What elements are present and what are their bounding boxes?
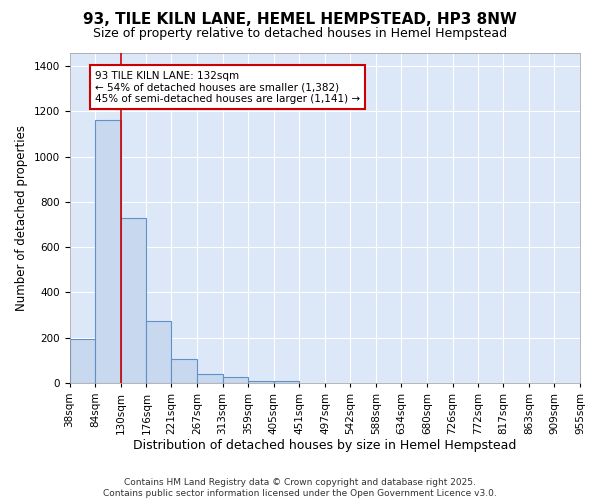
Bar (274, 380, 299, 383)
Bar (121, 218, 146, 383)
Bar (172, 359, 197, 383)
Bar (95, 120, 121, 383)
X-axis label: Distribution of detached houses by size in Hemel Hempstead: Distribution of detached houses by size … (133, 440, 517, 452)
Bar (248, 380, 274, 383)
Bar (223, 377, 248, 383)
Text: 93 TILE KILN LANE: 132sqm
← 54% of detached houses are smaller (1,382)
45% of se: 93 TILE KILN LANE: 132sqm ← 54% of detac… (95, 70, 360, 104)
Bar (146, 320, 172, 383)
Text: 93, TILE KILN LANE, HEMEL HEMPSTEAD, HP3 8NW: 93, TILE KILN LANE, HEMEL HEMPSTEAD, HP3… (83, 12, 517, 28)
Bar (70, 338, 95, 383)
Bar (197, 374, 223, 383)
Y-axis label: Number of detached properties: Number of detached properties (15, 124, 28, 310)
Text: Contains HM Land Registry data © Crown copyright and database right 2025.
Contai: Contains HM Land Registry data © Crown c… (103, 478, 497, 498)
Text: Size of property relative to detached houses in Hemel Hempstead: Size of property relative to detached ho… (93, 28, 507, 40)
